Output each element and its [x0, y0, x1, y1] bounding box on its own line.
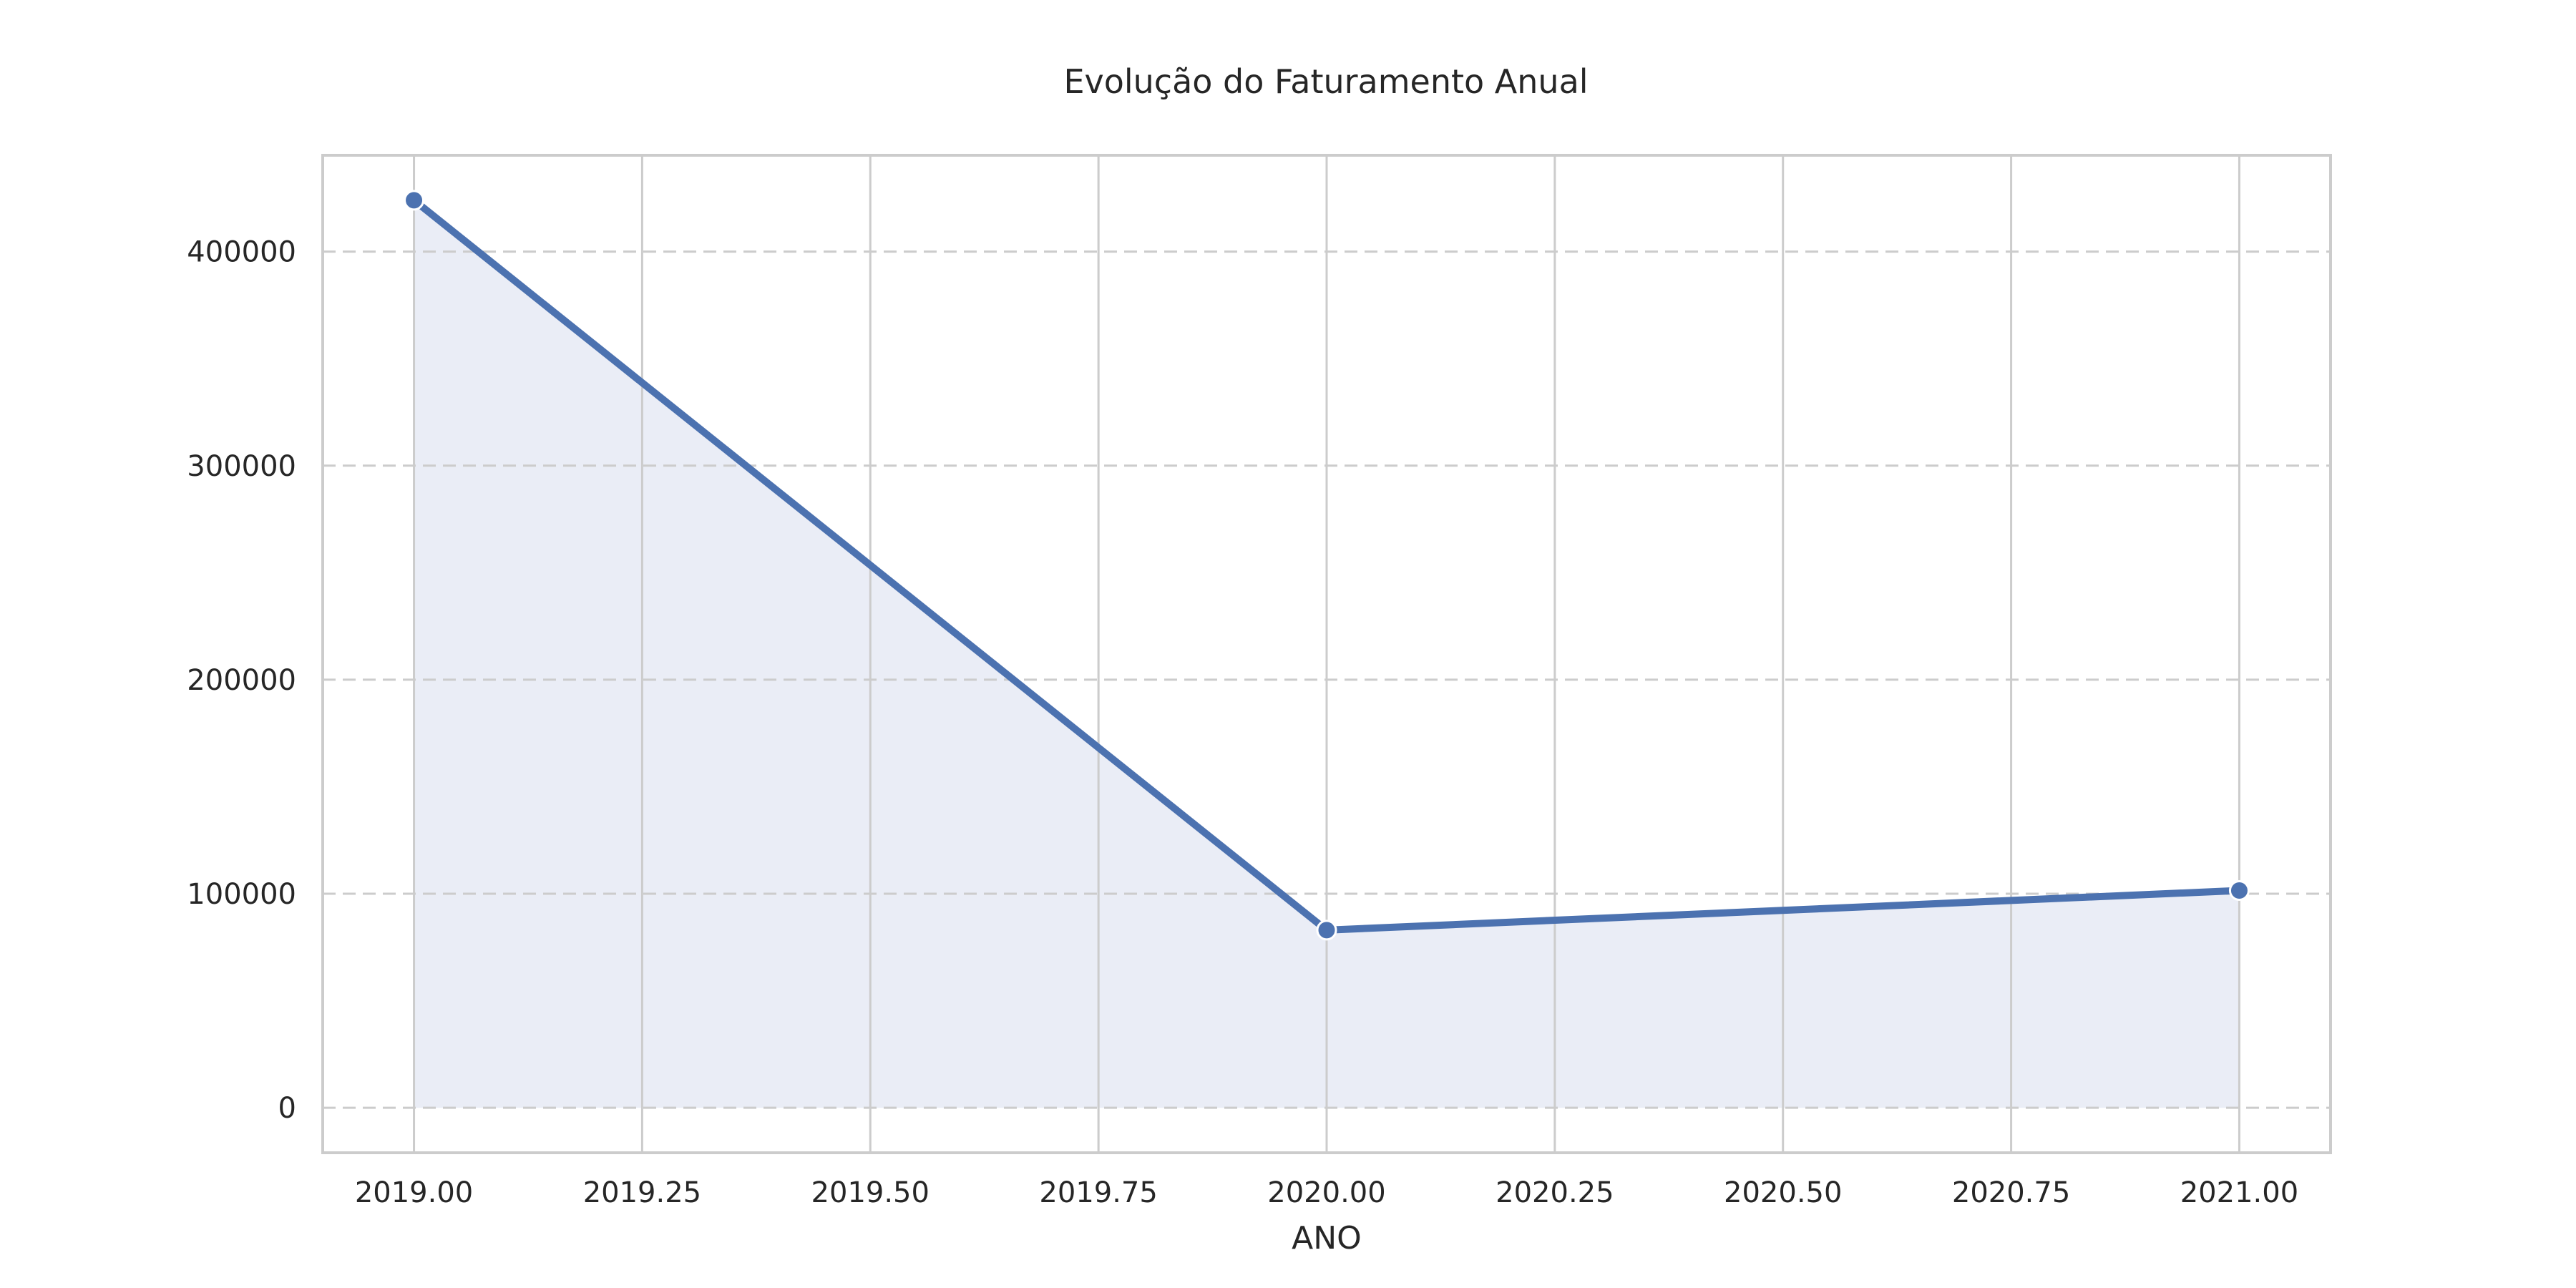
x-tick-label-6: 2020.50 — [1724, 1176, 1842, 1209]
y-tick-label-3: 300000 — [187, 450, 296, 483]
x-tick-label-2: 2019.50 — [811, 1176, 930, 1209]
y-tick-labels: 0 100000 200000 300000 400000 — [187, 236, 296, 1126]
x-tick-label-8: 2021.00 — [2180, 1176, 2298, 1209]
plot-frame — [321, 154, 2332, 1154]
data-point-0 — [404, 190, 425, 211]
x-tick-labels: 2019.00 2019.25 2019.50 2019.75 2020.00 2020.… — [355, 1176, 2298, 1209]
grid-layer — [323, 155, 2331, 1153]
x-tick-label-0: 2019.00 — [355, 1176, 473, 1209]
x-tick-label-5: 2020.25 — [1496, 1176, 1614, 1209]
data-point-1 — [1316, 919, 1337, 941]
marker-layer — [404, 190, 2250, 941]
x-tick-label-4: 2020.00 — [1267, 1176, 1385, 1209]
y-tick-label-0: 0 — [278, 1092, 296, 1125]
x-tick-label-7: 2020.75 — [1952, 1176, 2070, 1209]
y-tick-label-1: 100000 — [187, 878, 296, 911]
x-tick-label-3: 2019.75 — [1039, 1176, 1157, 1209]
y-tick-label-4: 400000 — [187, 236, 296, 269]
x-tick-label-1: 2019.25 — [583, 1176, 701, 1209]
data-point-2 — [2228, 880, 2250, 902]
x-axis-label: ANO — [1292, 1220, 1362, 1257]
chart-title: Evolução do Faturamento Anual — [1063, 62, 1588, 101]
y-tick-label-2: 200000 — [187, 664, 296, 697]
